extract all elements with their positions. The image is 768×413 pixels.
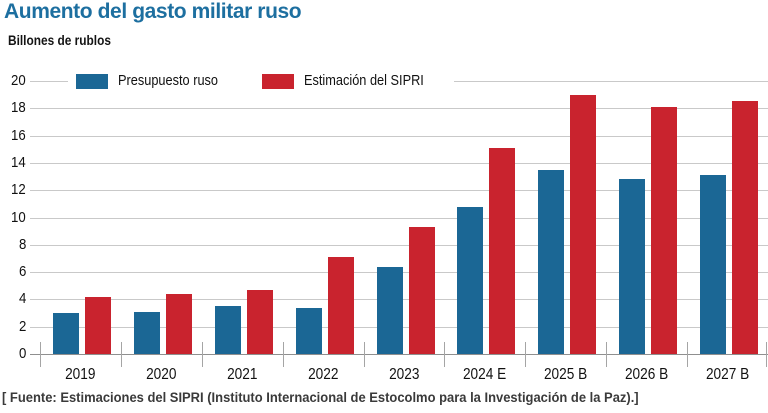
gridline [30,162,768,164]
y-axis-label: 0 [0,345,26,363]
y-axis-label-text: 14 [11,153,26,171]
legend-label-sipri: Estimación del SIPRI [303,73,424,89]
y-axis-label: 20 [0,72,26,90]
y-axis-label-text: 0 [18,345,26,362]
y-axis-label-text: 20 [11,72,26,89]
y-axis-label: 18 [0,99,26,117]
bar-presupuesto-2021 [214,306,241,354]
x-axis-label: 2019 [40,365,121,385]
legend-swatch-presupuesto [76,73,108,89]
y-axis-label: 2 [0,318,26,336]
bar-sipri-2021 [246,289,273,354]
y-axis-label: 4 [0,290,26,308]
x-axis-label: 2026 B [606,365,687,385]
x-axis-label: 2021 [202,365,283,385]
y-axis-label: 16 [0,127,26,145]
y-axis-label-text: 16 [11,126,26,144]
x-axis-tick [525,342,527,367]
x-axis-label-text: 2020 [146,366,177,383]
bar-sipri-2020 [165,293,192,354]
chart-title: Aumento del gasto militar ruso [4,0,302,23]
x-axis-line [30,354,768,355]
legend-label-presupuesto: Presupuesto ruso [118,73,219,89]
x-axis-label-text: 2025 B [544,366,588,383]
x-axis-label-text: 2023 [388,366,420,383]
units-label: Billones de rublos [8,33,111,48]
bar-presupuesto-2020 [133,311,160,354]
bar-presupuesto-2019 [53,313,79,354]
x-axis-tick [363,342,365,367]
x-axis-tick [444,342,446,367]
x-axis-tick [687,342,689,367]
bar-sipri-2023 [408,227,435,354]
y-axis-label-text: 6 [18,263,26,281]
gridline [30,217,768,219]
y-axis-label-text: 18 [11,99,26,117]
y-axis-label-text: 8 [18,235,26,253]
gridline [30,135,768,137]
gridline [30,244,768,246]
bar-sipri-2025B [570,94,597,354]
y-axis-label-text: 2 [18,317,26,335]
bar-sipri-2019 [85,296,111,354]
bar-presupuesto-2026B [619,179,646,354]
y-axis-label: 14 [0,154,26,172]
x-axis-label-text: 2026 B [625,366,669,383]
x-axis-tick [120,342,122,367]
bar-presupuesto-2022 [295,307,322,354]
y-axis-label-text: 4 [18,290,26,308]
x-axis-label: 2025 B [525,365,606,385]
source-note: [ Fuente: Estimaciones del SIPRI (Instit… [2,390,639,405]
bar-sipri-2027B [732,101,759,354]
x-axis-label: 2027 B [687,365,768,385]
x-axis-label: 2023 [364,365,445,385]
bar-sipri-2022 [327,257,354,354]
legend-swatch-sipri [261,73,294,89]
bar-presupuesto-2023 [376,266,403,354]
x-axis-tick [606,342,608,367]
x-axis-label-text: 2024 E [463,366,507,383]
y-axis-label: 8 [0,236,26,254]
bar-sipri-2024E [489,147,516,354]
x-axis-label-text: 2022 [307,366,339,383]
x-axis-label-text: 2027 B [705,366,750,383]
y-axis-label-text: 10 [11,208,26,226]
x-axis-tick [201,342,203,367]
x-axis-tick [282,342,284,367]
x-axis-tick [766,342,767,367]
gridline [30,190,768,192]
x-axis-label-text: 2019 [65,366,96,383]
x-axis-label-text: 2021 [227,366,258,383]
x-axis-label: 2024 E [444,365,525,385]
y-axis-label: 6 [0,263,26,281]
y-axis-label: 12 [0,181,26,199]
x-axis-label: 2020 [121,365,202,385]
x-axis-tick [40,342,41,367]
x-axis-label: 2022 [283,365,364,385]
bar-presupuesto-2027B [700,175,727,354]
y-axis-label: 10 [0,209,26,227]
bar-presupuesto-2024E [457,206,484,354]
gridline [30,108,768,110]
bar-presupuesto-2025B [538,169,565,354]
y-axis-label-text: 12 [11,181,26,199]
chart-legend: Presupuesto ruso Estimación del SIPRI [68,70,454,92]
bar-sipri-2026B [651,106,678,354]
